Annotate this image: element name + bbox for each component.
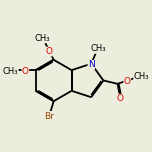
Text: O: O: [46, 47, 53, 56]
Text: O: O: [117, 94, 124, 103]
Text: Br: Br: [45, 112, 54, 121]
Text: CH₃: CH₃: [90, 45, 106, 54]
Text: O: O: [22, 67, 29, 76]
Text: O: O: [124, 77, 131, 86]
Text: CH₃: CH₃: [134, 72, 149, 81]
Text: N: N: [88, 60, 95, 69]
Text: CH₃: CH₃: [3, 67, 18, 76]
Text: CH₃: CH₃: [35, 34, 50, 43]
